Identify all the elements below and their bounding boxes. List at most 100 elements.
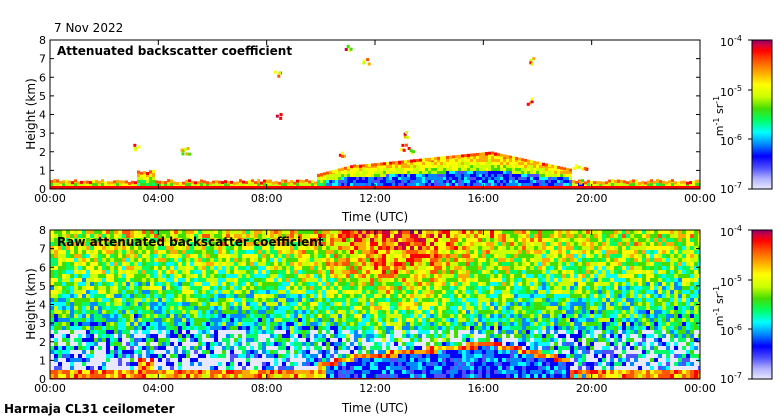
heatmap-cell [254,314,258,318]
heatmap-cell [114,374,118,378]
heatmap-cell [62,238,66,242]
heatmap-cell [58,278,62,282]
heatmap-cell [158,334,162,338]
heatmap-cell [296,186,299,189]
heatmap-cell [629,180,632,184]
heatmap-cell [366,342,370,346]
heatmap-cell [542,180,545,183]
heatmap-cell [407,183,410,186]
heatmap-cell [178,234,182,238]
heatmap-cell [334,354,338,358]
heatmap-cell [368,186,371,189]
heatmap-cell [389,180,392,183]
heatmap-cell [130,366,134,370]
heatmap-cell [122,310,126,314]
heatmap-cell [90,262,94,266]
heatmap-cell [322,290,326,294]
heatmap-cell [557,171,560,174]
heatmap-cell [338,298,342,302]
heatmap-cell [74,362,78,366]
heatmap-cell [342,342,346,346]
heatmap-cell [290,342,294,346]
heatmap-cell [198,354,202,358]
heatmap-cell [306,362,310,366]
heatmap-cell [548,177,551,180]
heatmap-cell [174,254,178,258]
heatmap-cell [341,167,344,171]
heatmap-cell [274,346,278,350]
heatmap-cell [394,326,398,330]
heatmap-cell [206,342,210,346]
heatmap-cell [365,186,368,189]
heatmap-cell [644,181,647,185]
heatmap-cell [414,306,418,310]
heatmap-cell [410,322,414,326]
heatmap-cell [318,238,322,242]
heatmap-cell [226,278,230,282]
heatmap-cell [326,278,330,282]
heatmap-cell [134,254,138,258]
heatmap-cell [98,330,102,334]
heatmap-cell [142,262,146,266]
heatmap-cell [190,286,194,290]
heatmap-cell [234,234,238,238]
heatmap-cell [222,254,226,258]
heatmap-cell [350,278,354,282]
heatmap-cell [170,302,174,306]
heatmap-cell [182,362,186,366]
heatmap-cell [110,242,114,246]
heatmap-cell [310,350,314,354]
heatmap-cell [56,179,59,183]
heatmap-cell [202,282,206,286]
heatmap-cell [455,165,458,168]
heatmap-cell [58,230,62,234]
heatmap-cell [202,358,206,362]
heatmap-cell [186,286,190,290]
heatmap-cell [102,318,106,322]
heatmap-cell [403,135,407,139]
heatmap-cell [488,180,491,183]
heatmap-cell [50,338,54,342]
heatmap-cell [286,290,290,294]
heatmap-cell [374,266,378,270]
heatmap-cell [102,250,106,254]
heatmap-cell [362,346,366,350]
heatmap-cell [206,318,210,322]
heatmap-cell [194,318,198,322]
heatmap-cell [518,174,521,177]
heatmap-cell [98,286,102,290]
heatmap-cell [410,186,413,189]
heatmap-cell [270,294,274,298]
heatmap-cell [485,168,488,171]
heatmap-cell [626,183,629,186]
heatmap-cell [238,298,242,302]
heatmap-cell [368,177,371,180]
heatmap-cell [382,362,386,366]
heatmap-cell [410,282,414,286]
heatmap-cell [358,350,362,354]
heatmap-cell [407,186,410,189]
heatmap-cell [82,258,86,262]
heatmap-cell [692,186,695,189]
heatmap-cell [416,180,419,183]
heatmap-cell [110,278,114,282]
heatmap-cell [455,155,458,159]
heatmap-cell [62,302,66,306]
heatmap-cell [174,266,178,270]
heatmap-cell [512,183,515,186]
heatmap-cell [338,254,342,258]
heatmap-cell [374,362,378,366]
heatmap-cell [294,238,298,242]
heatmap-cell [575,186,578,189]
heatmap-cell [390,310,394,314]
heatmap-cell [410,314,414,318]
heatmap-cell [446,174,449,177]
heatmap-cell [74,294,78,298]
heatmap-cell [138,298,142,302]
heatmap-cell [138,338,142,342]
heatmap-cell [482,168,485,171]
heatmap-cell [182,290,186,294]
heatmap-cell [162,358,166,362]
heatmap-cell [178,362,182,366]
heatmap-cell [182,286,186,290]
